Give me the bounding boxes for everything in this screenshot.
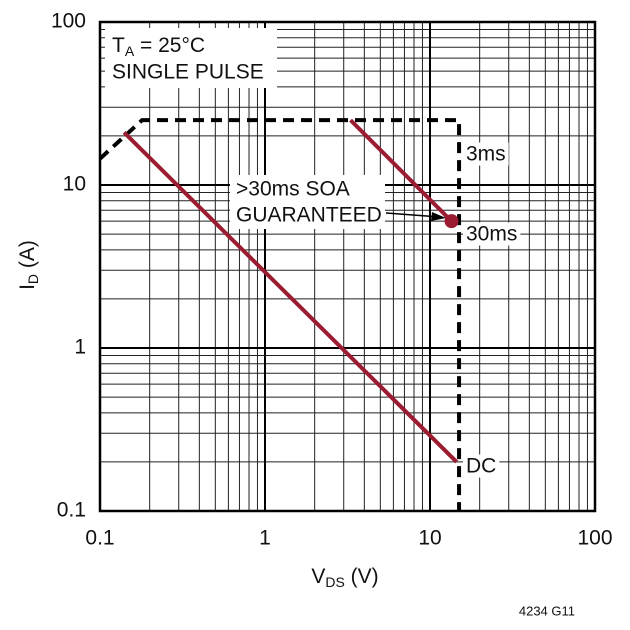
series-label-box xyxy=(463,142,509,166)
series-label-box xyxy=(463,222,521,246)
series-label: DC xyxy=(466,455,496,478)
point-marker xyxy=(444,214,459,229)
series-line xyxy=(98,118,462,511)
x-axis-label: VDS (V) xyxy=(311,565,378,590)
conditions-text: SINGLE PULSE xyxy=(112,61,264,84)
x-tick-label: 10 xyxy=(418,527,441,550)
y-axis-label: ID (A) xyxy=(16,240,41,290)
series-label: 3ms xyxy=(466,143,506,166)
conditions-box xyxy=(105,28,277,88)
x-tick-label: 100 xyxy=(577,527,612,550)
grid xyxy=(98,20,597,513)
series-line xyxy=(122,131,459,464)
annotation-text: >30ms SOA xyxy=(236,178,350,201)
y-tick-label: 0.1 xyxy=(57,499,86,522)
y-tick-label: 1 xyxy=(74,336,86,359)
x-tick-label: 1 xyxy=(259,527,271,550)
plot-frame xyxy=(98,20,597,513)
y-tick-label: 100 xyxy=(51,10,86,33)
annotation-arrow xyxy=(385,212,441,218)
series-label: 30ms xyxy=(466,223,517,246)
y-tick-label: 10 xyxy=(63,173,86,196)
annotation-box xyxy=(230,175,385,229)
x-tick-label: 0.1 xyxy=(85,527,114,550)
annotation-arrowhead xyxy=(431,212,446,221)
series-line xyxy=(349,118,453,223)
annotation-text: GUARANTEED xyxy=(236,204,382,227)
conditions-text: TA = 25°C xyxy=(112,34,205,59)
figure-id: 4234 G11 xyxy=(519,603,575,618)
series-layer xyxy=(98,118,462,511)
series-label-box xyxy=(463,454,500,478)
